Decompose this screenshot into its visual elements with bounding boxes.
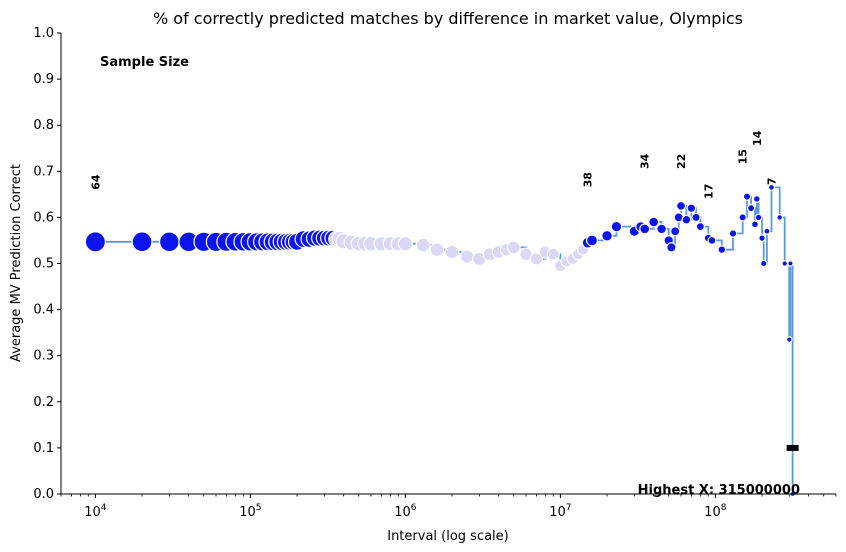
data-point [742,192,752,201]
data-point [763,227,771,235]
x-tick-label: 106 [394,503,417,520]
chart-title: % of correctly predicted matches by diff… [153,9,743,28]
y-tick-label: 0.5 [33,257,54,272]
data-point [158,231,180,253]
data-point [639,223,651,235]
y-tick-label: 1.0 [33,26,54,41]
data-point [415,237,431,253]
data-point [648,216,660,228]
sample-size-label: 38 [582,172,595,187]
data-point [670,226,681,237]
data-point [601,229,613,242]
data-point [610,220,623,233]
sample-size-label: 15 [737,149,750,164]
data-point [506,240,521,255]
data-point [760,259,768,268]
y-axis: 0.0 0.1 0.2 0.3 0.4 0.5 0.6 0.7 0.8 0.9 1.0 [33,26,61,502]
data-point [397,236,413,252]
data-point [754,213,763,222]
sample-size-label: 34 [639,153,652,169]
x-tick-label: 105 [239,503,261,520]
data-point [787,260,794,267]
y-tick-label: 0.6 [33,210,54,225]
data-point [758,234,766,242]
data-point [781,260,788,267]
sample-size-label: 14 [751,130,764,146]
y-axis-label: Average MV Prediction Correct [9,164,24,362]
sample-size-label: 22 [675,154,688,169]
data-point [707,235,717,245]
data-point [767,183,775,191]
y-tick-label: 0.0 [33,487,54,502]
data-point [686,203,697,213]
data-point [738,213,747,222]
data-point [546,247,560,261]
data-point [681,214,692,225]
sample-size-header: Sample Size [100,55,189,70]
y-tick-label: 0.7 [33,164,54,179]
data-point [695,222,705,232]
data-point [131,231,153,253]
data-point [84,231,106,253]
data-point [776,213,784,221]
data-point [691,212,701,223]
y-tick-label: 0.1 [33,441,54,456]
x-tick-label: 104 [84,503,107,520]
y-tick-label: 0.9 [33,72,54,87]
data-point [675,200,686,211]
data-point [529,252,544,266]
data-point [728,229,738,238]
sample-size-label: 7 [765,177,778,185]
data-point [444,244,460,260]
data-point [750,220,759,229]
x-axis-label: Interval (log scale) [387,529,509,544]
x-tick-label: 107 [549,503,571,520]
y-tick-label: 0.2 [33,395,54,410]
y-tick-label: 0.4 [33,303,54,318]
sample-size-label: 17 [702,184,715,199]
data-point [752,195,761,203]
data-series [84,183,799,498]
data-point [459,249,475,264]
x-axis: 104 105 106 107 108 [60,494,837,520]
data-point [656,223,668,235]
data-point [429,242,445,258]
data-point [786,336,793,343]
y-tick-label: 0.3 [33,349,54,364]
highest-x-label: Highest X: 315000000 [638,483,800,498]
data-point [747,204,756,213]
data-point [717,245,727,255]
sample-size-label: 64 [89,174,102,190]
highest-x-marker [786,444,799,451]
x-tick-label: 108 [704,503,727,520]
data-point [666,242,677,253]
y-tick-label: 0.8 [33,118,54,133]
data-point [586,234,599,247]
